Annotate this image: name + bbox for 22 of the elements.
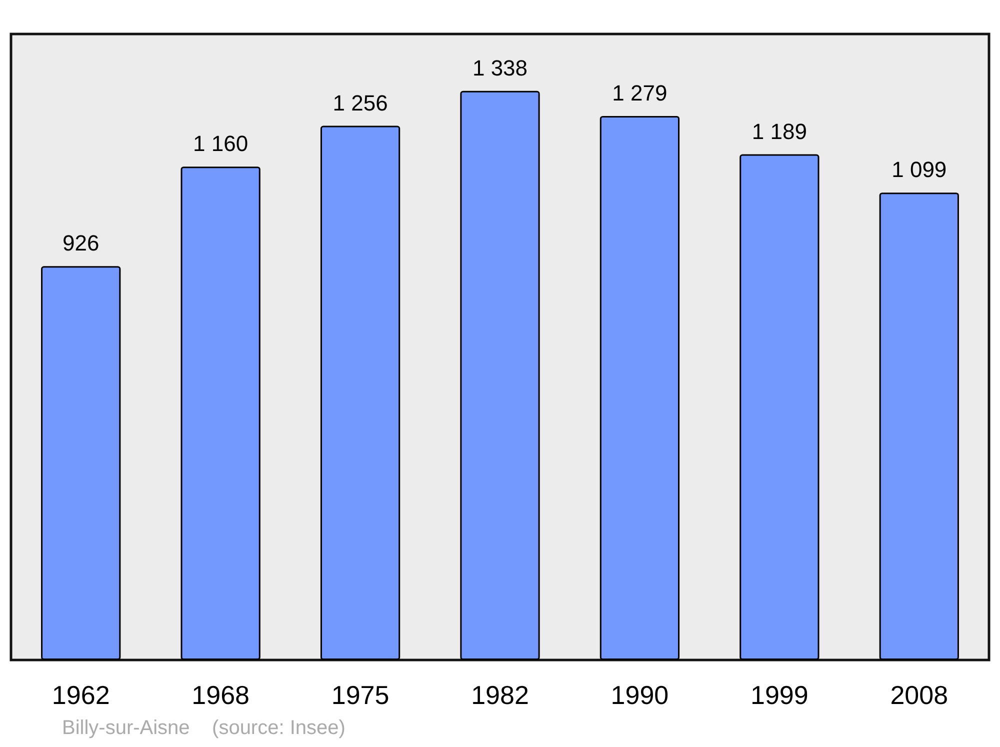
data-label: 1 279 (612, 80, 668, 106)
x-tick-label: 1999 (750, 680, 808, 710)
bar (740, 154, 820, 660)
bar (600, 116, 680, 660)
x-tick-label: 1968 (192, 680, 250, 710)
data-label: 1 160 (193, 131, 248, 156)
bar (879, 192, 959, 660)
x-tick-label: 1982 (471, 680, 529, 710)
x-tick-label: 1990 (610, 680, 669, 710)
data-label: 1 189 (752, 118, 807, 144)
data-label: 926 (62, 230, 100, 256)
bar (180, 166, 260, 660)
x-tick-label: 1962 (52, 680, 110, 710)
text: Billy-sur-Aisne (source: Insee) (62, 717, 346, 739)
x-tick-label: 1975 (331, 680, 390, 710)
x-tick-label: 2008 (890, 680, 948, 710)
data-label: 1 099 (892, 157, 947, 182)
bar (460, 90, 540, 660)
bar (320, 126, 400, 660)
bar (41, 266, 121, 660)
data-label: 1 256 (332, 90, 388, 116)
data-label: 1 338 (472, 55, 528, 80)
